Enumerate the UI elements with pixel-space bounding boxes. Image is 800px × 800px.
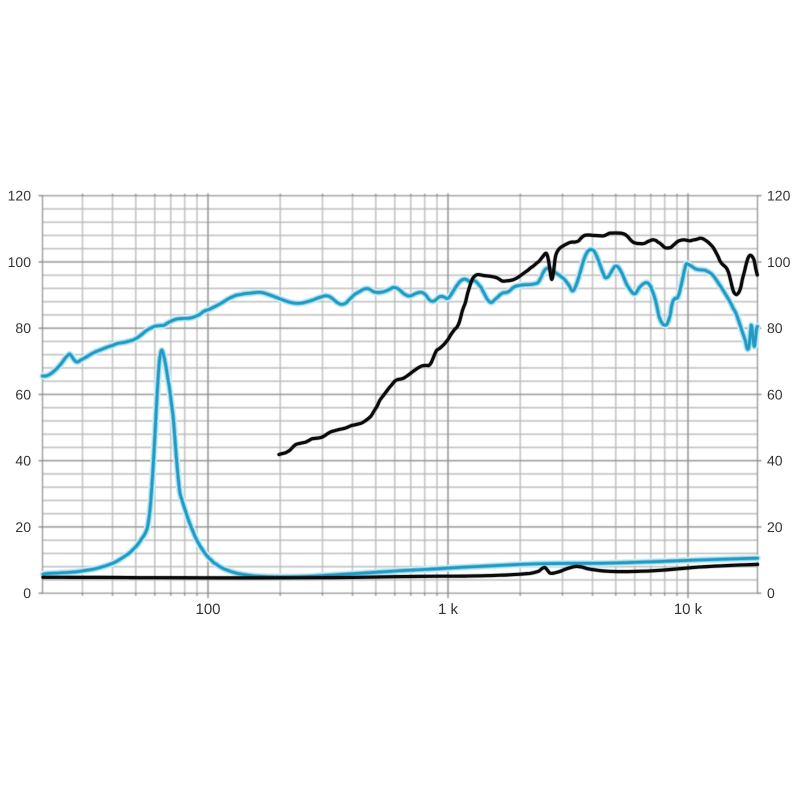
svg-text:0: 0	[767, 585, 775, 601]
svg-text:60: 60	[767, 387, 783, 403]
svg-text:10 k: 10 k	[674, 601, 703, 618]
svg-text:100: 100	[767, 254, 791, 270]
svg-text:80: 80	[15, 320, 31, 336]
svg-text:100: 100	[195, 601, 220, 618]
svg-text:120: 120	[767, 188, 791, 204]
svg-text:60: 60	[15, 387, 31, 403]
svg-text:20: 20	[767, 519, 783, 535]
svg-text:100: 100	[8, 254, 32, 270]
svg-text:40: 40	[767, 453, 783, 469]
svg-text:80: 80	[767, 320, 783, 336]
svg-text:1 k: 1 k	[438, 601, 459, 618]
svg-text:120: 120	[8, 188, 32, 204]
svg-text:0: 0	[23, 585, 31, 601]
svg-text:20: 20	[15, 519, 31, 535]
svg-text:40: 40	[15, 453, 31, 469]
